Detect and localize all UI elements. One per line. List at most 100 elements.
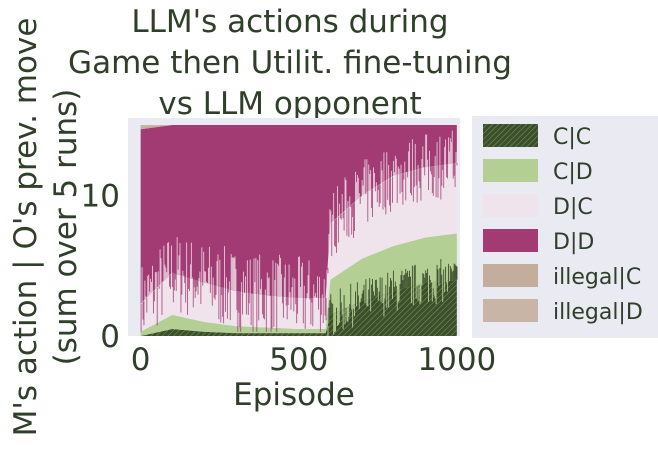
noise-stripe [304, 298, 306, 329]
noise-stripe [371, 189, 373, 209]
noise-stripe [446, 280, 447, 283]
noise-stripe [389, 286, 391, 293]
noise-stripe [436, 264, 438, 282]
noise-stripe [296, 297, 298, 324]
x-axis-ticks: 0 500 1000 [131, 342, 497, 378]
series-area-c-d [140, 233, 457, 336]
noise-stripe [315, 292, 317, 299]
legend: C|C C|D D|C D|D illegal|C illegal|D [483, 124, 643, 325]
noise-stripe [172, 272, 174, 303]
noise-stripe [206, 281, 207, 284]
noise-stripe [274, 280, 276, 296]
noise-stripe [192, 279, 194, 308]
noise-stripe [362, 185, 364, 195]
noise-stripe [198, 278, 200, 281]
noise-stripe [340, 214, 342, 220]
noise-stripe [333, 192, 335, 221]
noise-stripe [418, 168, 420, 182]
noise-stripe [441, 165, 443, 186]
noise-stripe [432, 281, 434, 289]
noise-stripe [152, 291, 154, 314]
noise-stripe [344, 177, 346, 211]
noise-stripe [195, 279, 197, 292]
noise-stripe [375, 279, 377, 297]
noise-stripe [354, 304, 355, 317]
noise-stripe [387, 179, 389, 200]
noise-stripe [422, 273, 424, 284]
noise-stripe [388, 164, 390, 180]
noise-stripe [367, 299, 369, 307]
noise-stripe [324, 298, 326, 316]
noise-stripe [371, 284, 373, 298]
noise-stripe [154, 272, 156, 290]
noise-stripe [433, 166, 435, 178]
noise-stripe [375, 182, 377, 187]
noise-stripe [179, 243, 181, 275]
noise-stripe [343, 295, 345, 309]
noise-stripe [221, 287, 223, 296]
noise-stripe [365, 193, 367, 195]
noise-stripe [362, 290, 364, 301]
noise-stripe [268, 277, 270, 296]
noise-stripe [295, 297, 297, 305]
noise-stripe [394, 155, 396, 176]
noise-stripe [207, 282, 208, 284]
noise-stripe [435, 165, 437, 198]
noise-stripe [237, 291, 239, 332]
noise-stripe [447, 263, 449, 281]
noise-stripe [328, 307, 330, 323]
noise-stripe [288, 264, 290, 298]
noise-stripe [382, 182, 384, 210]
noise-stripe [180, 275, 182, 313]
noise-stripe [402, 280, 404, 289]
noise-stripe [253, 258, 255, 294]
noise-stripe [443, 164, 445, 188]
noise-stripe [215, 285, 217, 295]
noise-stripe [423, 274, 425, 284]
noise-stripe [427, 159, 429, 167]
noise-stripe [377, 185, 379, 191]
noise-layer [140, 130, 458, 336]
noise-stripe [368, 289, 370, 299]
noise-stripe [403, 275, 405, 289]
noise-stripe [428, 282, 429, 302]
noise-stripe [347, 201, 349, 209]
noise-stripe [374, 187, 376, 192]
legend-swatch [483, 159, 538, 182]
noise-stripe [342, 309, 344, 330]
noise-stripe [149, 291, 151, 296]
noise-stripe [314, 296, 316, 299]
noise-stripe [285, 296, 287, 306]
noise-stripe [424, 167, 426, 176]
noise-stripe [367, 192, 369, 222]
noise-stripe [450, 141, 452, 164]
noise-stripe [415, 169, 417, 186]
noise-stripe [410, 286, 412, 304]
noise-stripe [373, 173, 375, 188]
noise-stripe [345, 307, 347, 309]
noise-stripe [414, 264, 416, 286]
noise-stripe [159, 249, 161, 286]
noise-stripe [335, 219, 337, 247]
noise-stripe [400, 275, 402, 290]
noise-stripe [416, 169, 418, 203]
noise-stripe [254, 281, 256, 294]
noise-stripe [345, 180, 347, 210]
noise-stripe [406, 273, 408, 288]
noise-stripe [197, 280, 199, 295]
noise-stripe [249, 259, 251, 293]
noise-stripe [369, 174, 371, 191]
noise-stripe [391, 280, 392, 292]
noise-stripe [421, 283, 423, 286]
noise-stripe [381, 277, 383, 295]
noise-stripe [409, 270, 410, 287]
noise-stripe [447, 280, 448, 292]
noise-stripe [366, 159, 368, 193]
noise-stripe [171, 273, 173, 288]
noise-stripe [281, 296, 283, 304]
noise-stripe [404, 274, 406, 289]
noise-stripe [410, 171, 412, 196]
noise-stripe [438, 281, 440, 286]
noise-stripe [317, 276, 318, 299]
noise-stripe [453, 263, 455, 281]
